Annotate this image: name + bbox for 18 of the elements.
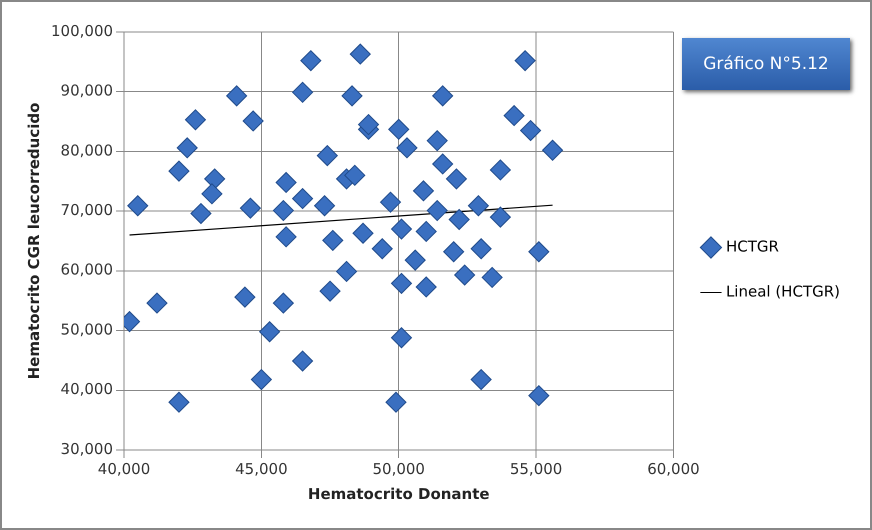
x-tick-label: 55,000	[510, 460, 562, 478]
y-tick-label: 90,000	[60, 82, 114, 100]
legend-label: Lineal (HCTGR)	[726, 282, 840, 300]
y-tick-label: 70,000	[60, 201, 114, 220]
y-tick-label: 60,000	[60, 260, 114, 279]
x-tick-label: 45,000	[235, 460, 288, 478]
x-tick-label: 60,000	[647, 460, 700, 478]
y-tick-label: 50,000	[60, 320, 114, 338]
x-tick-label: 50,000	[372, 460, 425, 478]
text: Gráfico N°5.12	[682, 38, 850, 90]
y-tick-label: 30,000	[60, 440, 114, 458]
y-tick-label: 100,000	[51, 22, 114, 40]
y-axis-title: Hematocrito CGR leucorreducido	[24, 102, 43, 380]
y-tick-label: 40,000	[60, 380, 114, 398]
legend-label: HCTGR	[726, 237, 779, 256]
x-axis-title: Hematocrito Donante	[308, 484, 490, 503]
x-tick-label: 40,000	[98, 460, 150, 478]
y-tick-label: 80,000	[60, 141, 114, 160]
